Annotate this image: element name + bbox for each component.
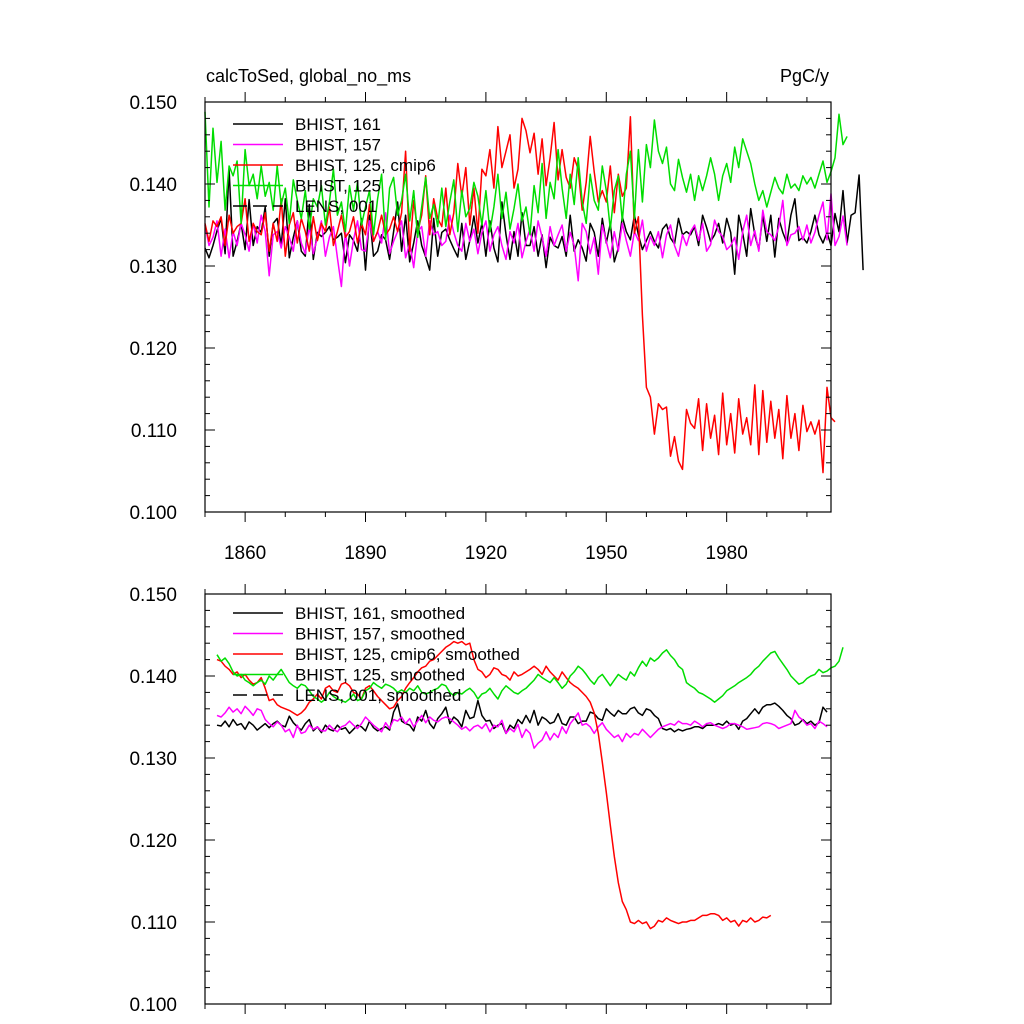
series-line-2 [204,116,836,474]
legend-label: BHIST, 161, smoothed [295,604,465,623]
y-tick-label: 0.150 [129,93,177,114]
x-tick-label: 1980 [706,543,748,564]
legend: BHIST, 161, smoothed BHIST, 157, smoothed… [233,604,520,705]
top-panel: calcToSed, global_no_ms PgC/y 0.100 0.110… [129,66,864,564]
legend-label: LENS, 001, smoothed [295,686,461,705]
chart-title-left: calcToSed, global_no_ms [206,66,411,87]
series-line-3 [216,647,844,703]
series-line-1 [216,705,828,749]
legend-label: BHIST, 157, smoothed [295,625,465,644]
x-tick-label: 1950 [585,543,627,564]
series-line-2 [216,640,772,930]
y-tick-label: 0.120 [129,339,177,360]
y-tick-label: 0.140 [129,667,177,688]
y-tick-label: 0.130 [129,749,177,770]
legend-label: BHIST, 125, cmip6, smoothed [295,645,520,664]
legend-label: BHIST, 157 [295,136,381,155]
legend-label: BHIST, 161 [295,115,381,134]
legend-label: BHIST, 125, smoothed [295,666,465,685]
y-tick-label: 0.110 [131,913,177,934]
plot-frame [204,101,832,513]
y-tick-label: 0.120 [129,831,177,852]
plot-area: 0.100 0.110 0.120 0.130 0.140 0.150 1860 1890 19… [129,92,864,564]
legend-label: BHIST, 125, cmip6 [295,156,436,175]
y-tick-label: 0.110 [131,421,177,442]
y-tick-label: 0.140 [129,175,177,196]
y-tick-label: 0.100 [129,995,177,1016]
series-line-0 [216,699,828,735]
plot-frame [204,593,832,1005]
y-tick-label: 0.100 [129,503,177,524]
plot-area: 0.100 0.110 0.120 0.130 0.140 0.150 BHIST, 161… [129,584,844,1016]
x-tick-label: 1890 [344,543,386,564]
y-tick-label: 0.130 [129,257,177,278]
legend-label: BHIST, 125 [295,177,381,196]
legend-label: LENS, 001 [295,197,377,216]
series-line-3 [204,111,848,241]
series-line-1 [204,193,848,288]
x-tick-label: 1860 [224,543,266,564]
bottom-panel: 0.100 0.110 0.120 0.130 0.140 0.150 BHIST, 161… [129,584,844,1016]
chart-title-right: PgC/y [780,66,829,86]
x-tick-label: 1920 [465,543,507,564]
y-tick-label: 0.150 [129,585,177,606]
